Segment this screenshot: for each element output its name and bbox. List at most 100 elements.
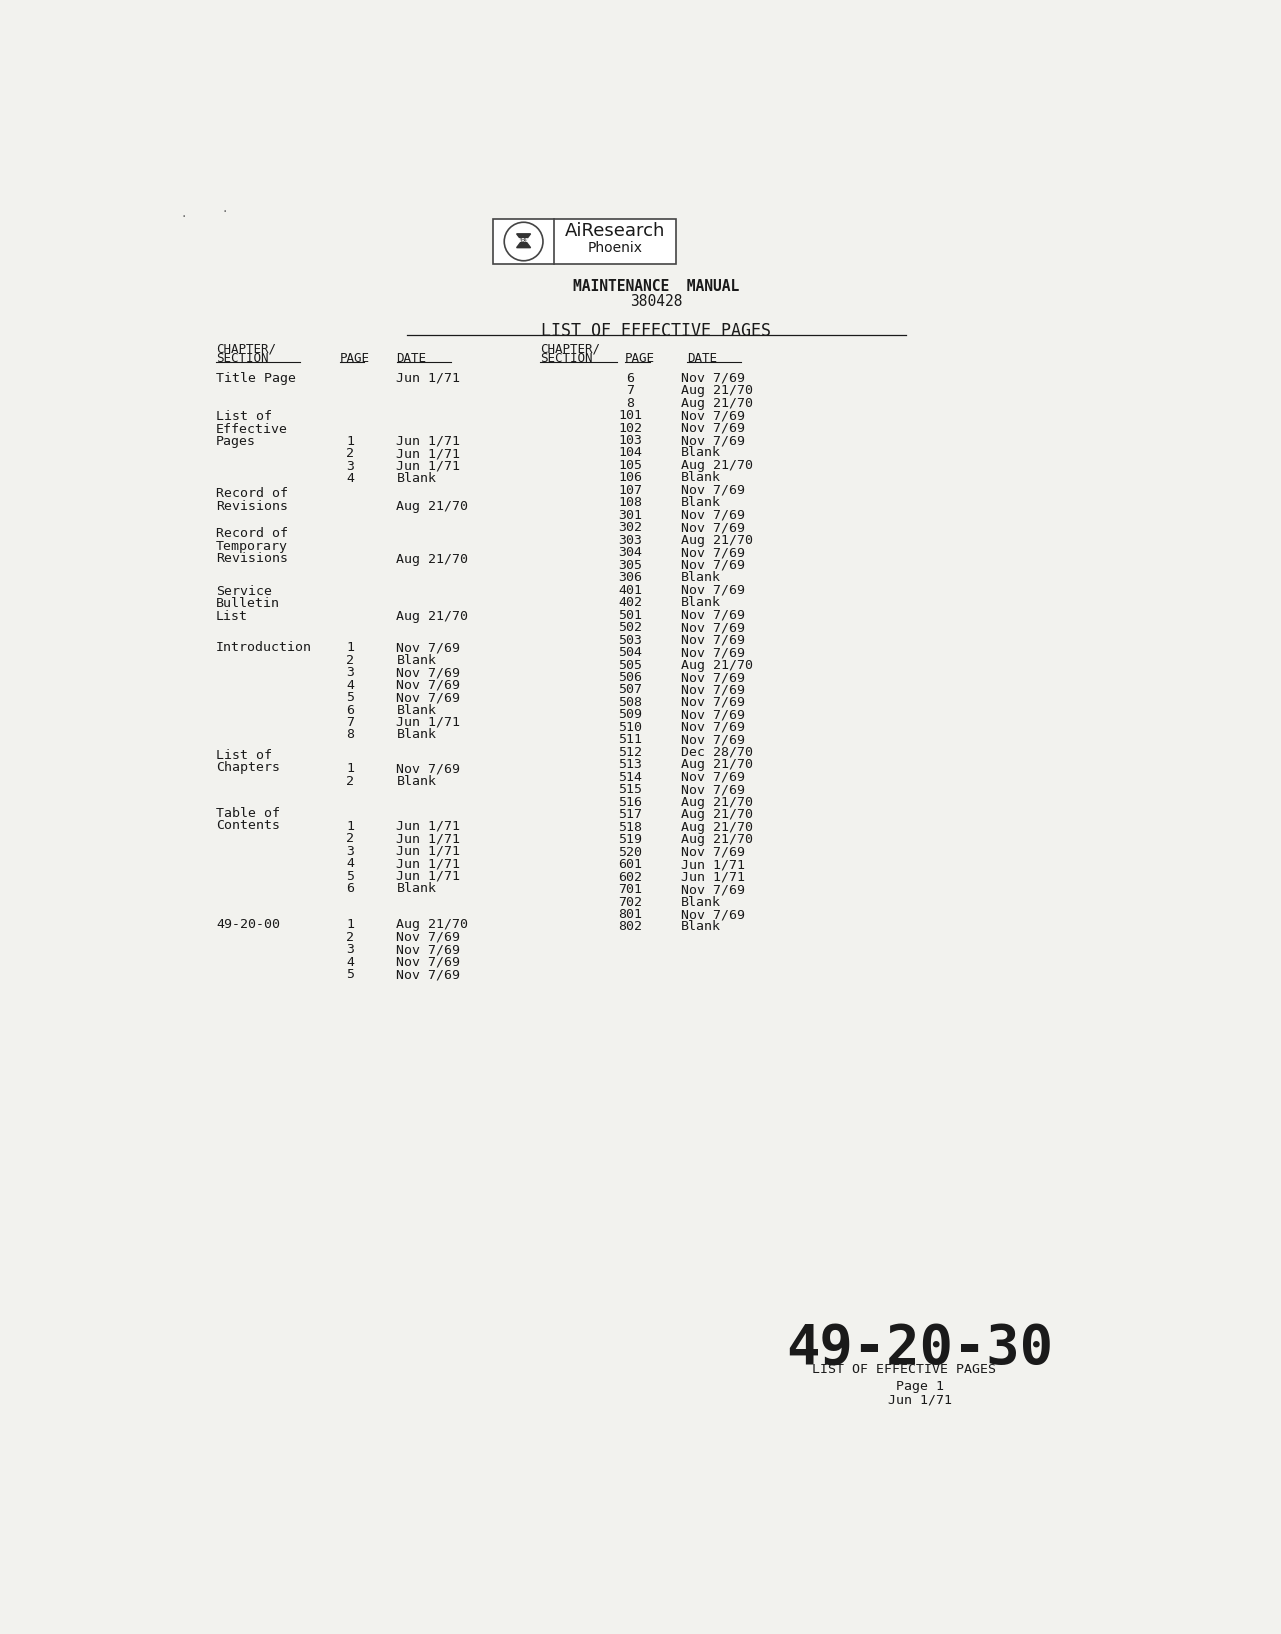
Text: Jun 1/71: Jun 1/71 [397, 845, 460, 858]
Text: Phoenix: Phoenix [588, 242, 643, 255]
Text: Jun 1/71: Jun 1/71 [397, 832, 460, 845]
Text: Page 1: Page 1 [895, 1381, 944, 1394]
Text: Aug 21/70: Aug 21/70 [397, 552, 469, 565]
Text: 107: 107 [619, 484, 643, 497]
Text: Aug 21/70: Aug 21/70 [681, 397, 753, 410]
Text: 5: 5 [346, 869, 354, 882]
Text: SECTION: SECTION [216, 353, 269, 366]
Text: 304: 304 [619, 546, 643, 559]
Text: 501: 501 [619, 608, 643, 621]
Text: 106: 106 [619, 472, 643, 484]
Text: Pages: Pages [216, 435, 256, 448]
Text: 6: 6 [346, 882, 354, 895]
Text: 303: 303 [619, 534, 643, 547]
Text: 2: 2 [346, 931, 354, 944]
Text: Jun 1/71: Jun 1/71 [397, 820, 460, 833]
Text: Aug 21/70: Aug 21/70 [681, 659, 753, 672]
Text: SECTION: SECTION [539, 353, 592, 366]
Text: 7: 7 [346, 716, 354, 729]
Text: 516: 516 [619, 796, 643, 809]
Text: 518: 518 [619, 820, 643, 833]
Text: MAINTENANCE  MANUAL: MAINTENANCE MANUAL [573, 279, 739, 294]
Text: Nov 7/69: Nov 7/69 [681, 546, 746, 559]
Text: 103: 103 [619, 435, 643, 448]
Text: Nov 7/69: Nov 7/69 [681, 621, 746, 634]
Text: Nov 7/69: Nov 7/69 [397, 641, 460, 654]
Text: Title Page: Title Page [216, 371, 296, 384]
Text: 6: 6 [346, 704, 354, 717]
Text: 702: 702 [619, 895, 643, 909]
Text: 49-20-00: 49-20-00 [216, 918, 281, 931]
Text: Jun 1/71: Jun 1/71 [397, 858, 460, 871]
Text: Nov 7/69: Nov 7/69 [681, 709, 746, 722]
Text: Temporary: Temporary [216, 539, 288, 552]
Text: Nov 7/69: Nov 7/69 [681, 484, 746, 497]
Text: Table of: Table of [216, 807, 281, 820]
Text: List: List [216, 609, 249, 623]
Text: Aug 21/70: Aug 21/70 [681, 384, 753, 397]
Text: Blank: Blank [397, 729, 437, 742]
Text: 301: 301 [619, 508, 643, 521]
Text: Blank: Blank [397, 882, 437, 895]
Text: Blank: Blank [681, 497, 721, 510]
Text: Nov 7/69: Nov 7/69 [397, 678, 460, 691]
Text: Blank: Blank [681, 920, 721, 933]
Text: 4: 4 [346, 858, 354, 871]
Text: 508: 508 [619, 696, 643, 709]
Text: 601: 601 [619, 858, 643, 871]
Text: Jun 1/71: Jun 1/71 [397, 716, 460, 729]
Text: Blank: Blank [681, 572, 721, 585]
Text: Jun 1/71: Jun 1/71 [681, 858, 746, 871]
Text: Aug 21/70: Aug 21/70 [681, 833, 753, 846]
Text: Nov 7/69: Nov 7/69 [681, 521, 746, 534]
Text: ·: · [222, 206, 227, 219]
Text: Dec 28/70: Dec 28/70 [681, 745, 753, 758]
Text: 1: 1 [346, 435, 354, 448]
Text: Jun 1/71: Jun 1/71 [397, 448, 460, 461]
Text: Nov 7/69: Nov 7/69 [397, 943, 460, 956]
Text: 105: 105 [619, 459, 643, 472]
Text: DATE: DATE [397, 353, 427, 366]
Text: Nov 7/69: Nov 7/69 [397, 691, 460, 704]
Text: Nov 7/69: Nov 7/69 [397, 761, 460, 775]
Text: 504: 504 [619, 645, 643, 659]
Text: 5: 5 [346, 691, 354, 704]
Text: Nov 7/69: Nov 7/69 [681, 559, 746, 572]
Text: Nov 7/69: Nov 7/69 [681, 408, 746, 422]
Text: Revisions: Revisions [216, 500, 288, 513]
Text: Blank: Blank [681, 446, 721, 459]
Text: List of: List of [216, 748, 272, 761]
Text: Nov 7/69: Nov 7/69 [681, 771, 746, 784]
Text: Effective: Effective [216, 423, 288, 436]
Text: 305: 305 [619, 559, 643, 572]
Text: Nov 7/69: Nov 7/69 [681, 696, 746, 709]
Text: 4: 4 [346, 678, 354, 691]
Text: Aug 21/70: Aug 21/70 [681, 534, 753, 547]
Text: DATE: DATE [687, 353, 717, 366]
Text: 602: 602 [619, 871, 643, 884]
Text: Blank: Blank [681, 472, 721, 484]
Text: Service: Service [216, 585, 272, 598]
Text: 502: 502 [619, 621, 643, 634]
Text: 380428: 380428 [630, 294, 683, 309]
Text: GARRETT: GARRETT [510, 239, 537, 243]
Text: Nov 7/69: Nov 7/69 [681, 846, 746, 858]
Text: Jun 1/71: Jun 1/71 [888, 1394, 952, 1407]
Bar [493, 219, 675, 263]
Text: Aug 21/70: Aug 21/70 [681, 758, 753, 771]
Text: 801: 801 [619, 909, 643, 922]
Text: Introduction: Introduction [216, 641, 313, 654]
Text: Nov 7/69: Nov 7/69 [397, 969, 460, 982]
Text: Nov 7/69: Nov 7/69 [681, 734, 746, 747]
Text: 1: 1 [346, 918, 354, 931]
Text: Blank: Blank [681, 895, 721, 909]
Text: 1: 1 [346, 641, 354, 654]
Text: Blank: Blank [397, 704, 437, 717]
Text: Nov 7/69: Nov 7/69 [681, 672, 746, 685]
Text: Nov 7/69: Nov 7/69 [681, 634, 746, 647]
Text: 509: 509 [619, 709, 643, 722]
Circle shape [505, 222, 543, 261]
Text: List of: List of [216, 410, 272, 423]
Text: ·: · [182, 209, 186, 224]
Text: Revisions: Revisions [216, 552, 288, 565]
